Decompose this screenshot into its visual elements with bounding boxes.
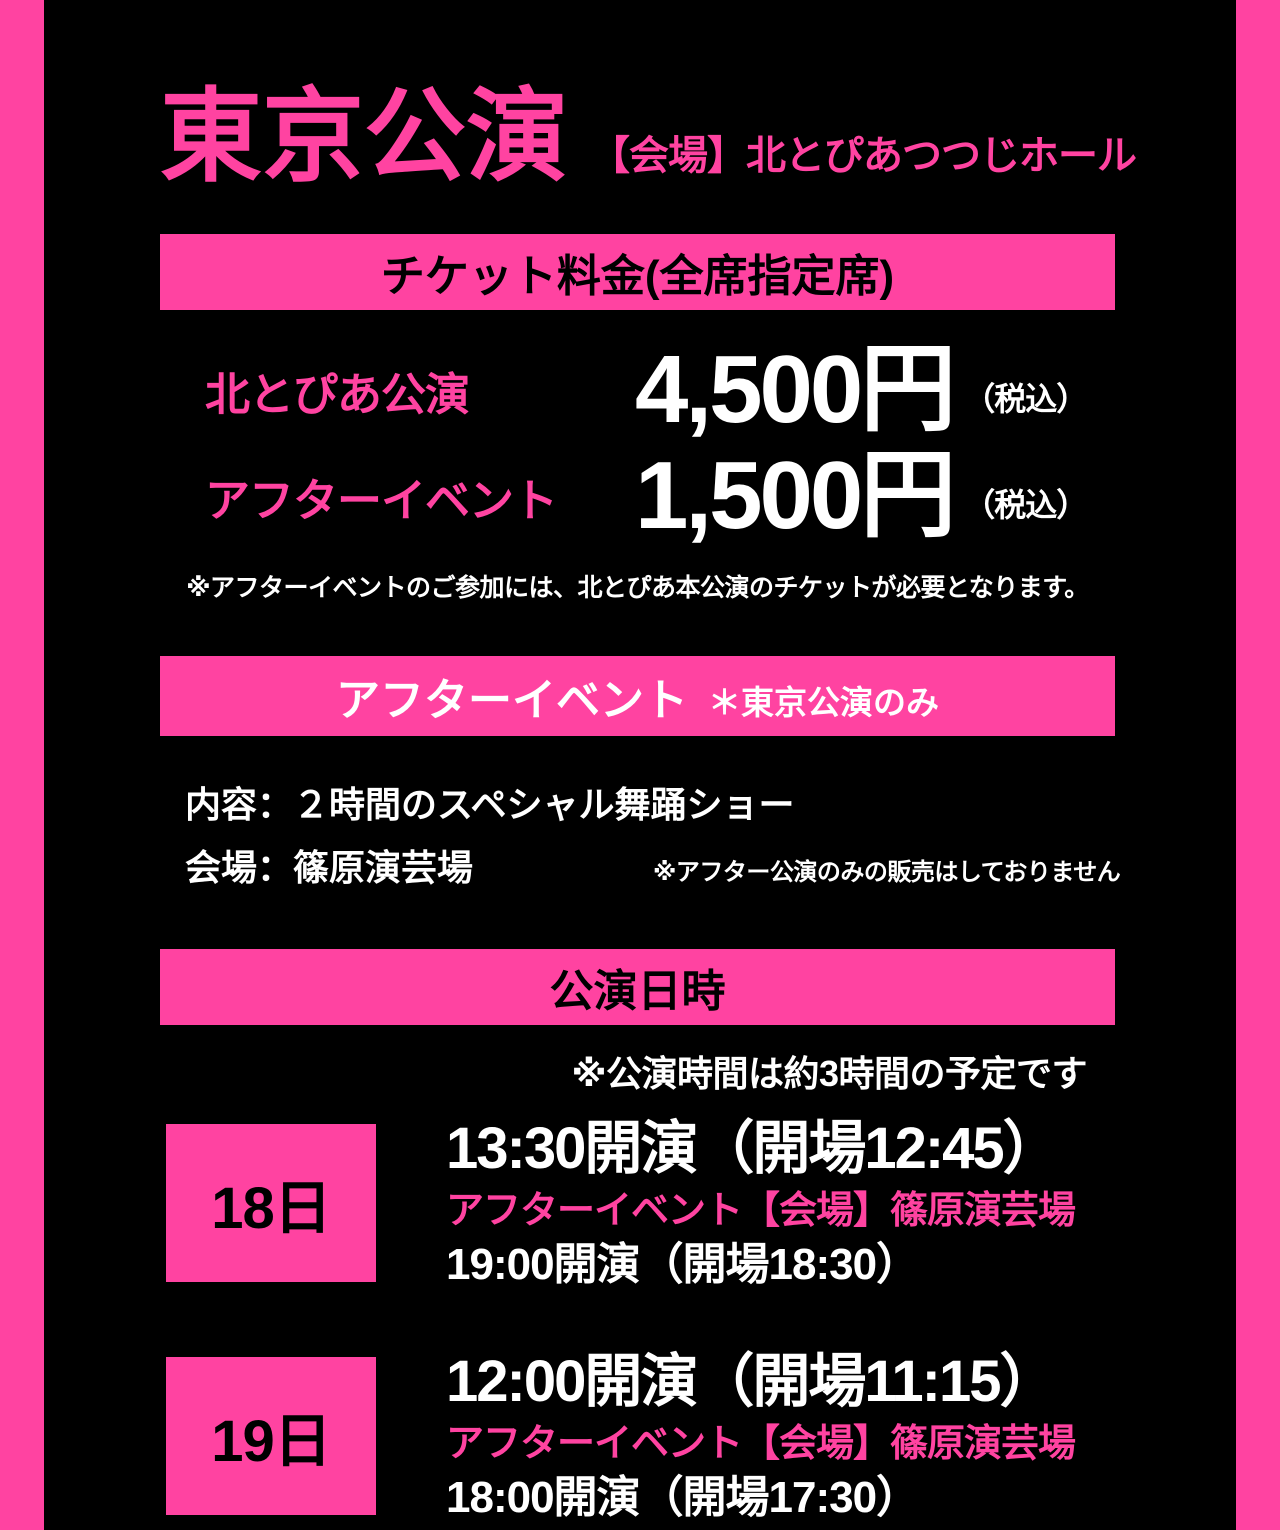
after-event-time: 19:00開演（開場18:30）: [446, 1239, 920, 1289]
ticket-requirement-note: ※アフターイベントのご参加には、北とぴあ本公演のチケットが必要となります。: [186, 574, 1089, 602]
price-label: アフターイベント: [205, 474, 558, 526]
day-18-times: 13:30開演（開場12:45） アフターイベント【会場】篠原演芸場 19:00…: [446, 1115, 1076, 1289]
main-show-time: 13:30開演（開場12:45）: [446, 1115, 1061, 1181]
flyer-content: 東京公演 【会場】北とぴあつつじホール チケット料金(全席指定席) 北とぴあ公演…: [44, 0, 1236, 1530]
date-badge-18: 18日: [166, 1124, 376, 1283]
tax-included-note: （税込）: [963, 381, 1088, 417]
price-row-after-event: アフターイベント 1,500円 （税込）: [205, 446, 1115, 546]
ticket-price-banner-label: チケット料金(全席指定席): [380, 252, 895, 301]
page-title: 東京公演: [160, 80, 568, 194]
after-event-venue: 会場：篠原演芸場: [185, 847, 474, 889]
after-event-content-line: 内容：２時間のスペシャル舞踊ショー: [185, 784, 795, 825]
after-event-details: 内容：２時間のスペシャル舞踊ショー 会場：篠原演芸場 ※アフター公演のみの販売は…: [160, 784, 1121, 889]
after-event-venue-line: 会場：篠原演芸場 ※アフター公演のみの販売はしておりません: [185, 847, 1121, 889]
schedule-banner-label: 公演日時: [549, 966, 726, 1016]
day-19-times: 12:00開演（開場11:15） アフターイベント【会場】篠原演芸場 18:00…: [446, 1348, 1076, 1522]
after-event-banner-note: ＊東京公演のみ: [708, 684, 939, 721]
ticket-price-banner: チケット料金(全席指定席): [160, 234, 1115, 310]
after-event-venue-label: アフターイベント【会場】篠原演芸場: [446, 1189, 1076, 1232]
after-event-banner: アフターイベント ＊東京公演のみ: [160, 656, 1115, 736]
after-event-sales-note: ※アフター公演のみの販売はしておりません: [653, 859, 1121, 887]
price-list: 北とぴあ公演 4,500円 （税込） アフターイベント 1,500円 （税込） …: [160, 340, 1115, 604]
schedule-day-19: 19日 12:00開演（開場11:15） アフターイベント【会場】篠原演芸場 1…: [160, 1348, 1115, 1522]
schedule-banner: 公演日時: [160, 948, 1115, 1025]
header-venue: 【会場】北とぴあつつじホール: [590, 134, 1137, 178]
price-row-main-show: 北とぴあ公演 4,500円 （税込）: [205, 340, 1115, 440]
schedule-day-18: 18日 13:30開演（開場12:45） アフターイベント【会場】篠原演芸場 1…: [160, 1115, 1115, 1289]
show-duration-note: ※公演時間は約3時間の予定です: [571, 1052, 1087, 1094]
tax-included-note: （税込）: [963, 487, 1088, 523]
header: 東京公演 【会場】北とぴあつつじホール: [160, 80, 1137, 194]
price-value: 1,500円: [635, 442, 956, 549]
after-event-banner-label: アフターイベント: [336, 676, 688, 725]
left-border-bar: [0, 0, 44, 1530]
after-event-time: 18:00開演（開場17:30）: [446, 1472, 920, 1522]
price-value: 4,500円: [635, 336, 956, 443]
main-show-time: 12:00開演（開場11:15）: [446, 1348, 1057, 1414]
after-event-venue-label: アフターイベント【会場】篠原演芸場: [446, 1422, 1076, 1465]
right-border-bar: [1236, 0, 1280, 1530]
date-badge-19: 19日: [166, 1357, 376, 1516]
price-label: 北とぴあ公演: [205, 368, 470, 420]
